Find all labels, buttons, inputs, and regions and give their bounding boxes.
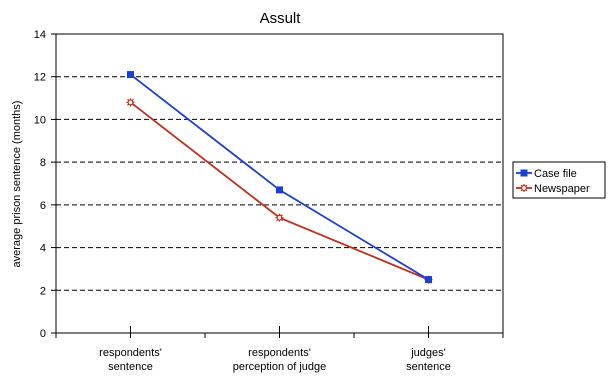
data-point (276, 186, 283, 194)
x-tick-label-line: sentence (406, 361, 451, 373)
data-point (520, 169, 528, 177)
y-axis-label: average prison sentence (months) (11, 101, 23, 268)
data-point (127, 71, 134, 79)
x-tick-label: respondents' sentence (99, 347, 162, 373)
data-point (425, 276, 432, 284)
data-point (126, 98, 135, 107)
y-tick-label: 8 (40, 157, 46, 169)
x-tick-label-line: respondents' (99, 347, 162, 359)
plot-frame (55, 33, 504, 334)
legend-label: Newspaper (534, 183, 590, 195)
series-line-case-file (129, 73, 429, 281)
y-tick-label: 10 (34, 114, 46, 126)
y-tick-label: 0 (40, 328, 46, 340)
chart-title: Assult (260, 10, 302, 27)
y-tick-label: 6 (40, 200, 46, 212)
legend-label: Case file (534, 168, 577, 180)
legend-box (512, 161, 606, 199)
y-tick-label: 4 (40, 243, 46, 255)
x-tick-label-line: respondents' (248, 347, 311, 359)
legend: Case file Newspaper (512, 161, 606, 199)
data-point (520, 184, 528, 192)
x-tick-label: respondents' perception of judge (233, 347, 327, 373)
data-point (275, 213, 284, 222)
x-tick-label-line: sentence (108, 361, 153, 373)
y-tick-label: 12 (34, 72, 46, 84)
y-tick-label: 2 (40, 285, 46, 297)
x-tick-label: judges' sentence (406, 347, 451, 373)
x-tick-label-line: judges' (410, 347, 446, 359)
y-tick-label: 14 (34, 29, 46, 41)
x-tick-label-line: perception of judge (233, 361, 327, 373)
